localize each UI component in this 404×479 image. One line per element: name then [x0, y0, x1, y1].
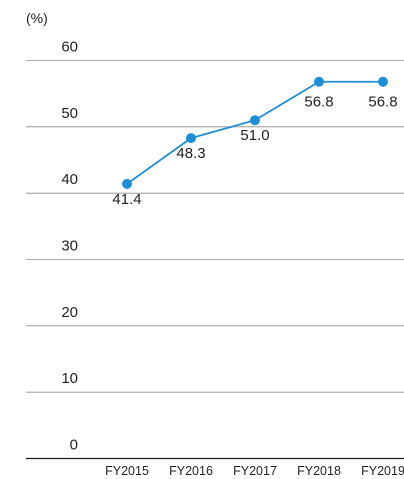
y-tick-label: 40	[61, 171, 78, 188]
x-tick-label: FY2016	[169, 464, 213, 478]
data-point	[250, 115, 260, 126]
series	[122, 76, 388, 189]
data-label: 51.0	[240, 127, 269, 144]
y-tick-label: 0	[70, 437, 78, 454]
x-tick-label: FY2019	[361, 464, 404, 478]
data-point	[122, 178, 132, 189]
data-point	[314, 76, 324, 87]
y-tick-label: 30	[61, 238, 78, 255]
data-point	[186, 133, 196, 144]
y-unit-label: (%)	[26, 10, 48, 26]
data-labels: 41.4 48.3 51.0 56.8 56.8	[112, 94, 397, 208]
y-axis: 0 10 20 30 40 50 60	[61, 39, 78, 454]
y-tick-label: 60	[61, 39, 78, 56]
data-label: 56.8	[304, 94, 333, 111]
x-tick-label: FY2018	[297, 464, 341, 478]
x-tick-label: FY2017	[233, 464, 277, 478]
y-tick-label: 50	[61, 105, 78, 122]
data-label: 41.4	[112, 191, 141, 208]
data-label: 48.3	[176, 145, 205, 162]
data-label: 56.8	[368, 94, 397, 111]
y-tick-label: 20	[61, 304, 78, 321]
y-tick-label: 10	[61, 370, 78, 387]
x-axis: FY2015 FY2016 FY2017 FY2018 FY2019	[105, 464, 404, 478]
data-point	[378, 76, 388, 87]
x-tick-label: FY2015	[105, 464, 149, 478]
grid	[26, 60, 404, 460]
